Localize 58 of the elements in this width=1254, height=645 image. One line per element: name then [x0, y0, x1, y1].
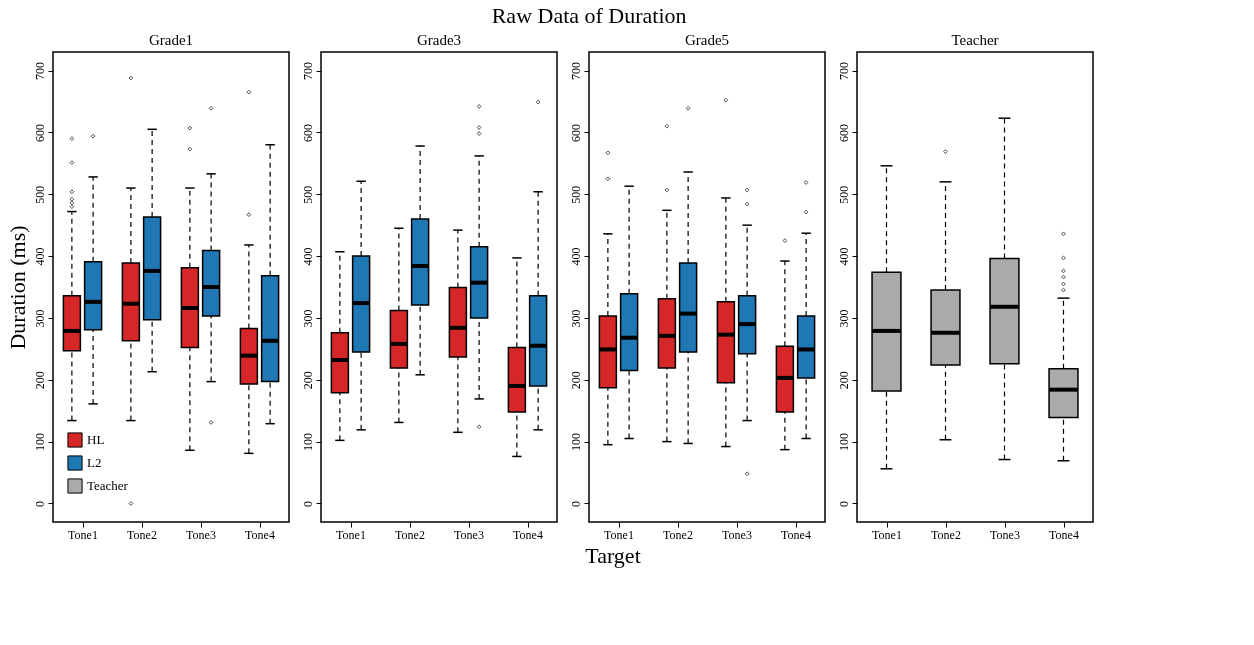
y-tick-label: 600 — [300, 123, 315, 142]
y-tick-label: 400 — [300, 247, 315, 266]
x-tick-label: Tone1 — [872, 527, 902, 542]
chart-title: Grade1 — [148, 32, 194, 48]
y-tick-label: 700 — [32, 62, 47, 81]
y-tick-label: 500 — [836, 185, 851, 204]
y-tick-label: 0 — [300, 500, 315, 507]
y-tick-label: 200 — [836, 371, 851, 390]
y-tick-label: 500 — [300, 185, 315, 204]
y-tick-label: 400 — [32, 247, 47, 266]
y-tick-label: 300 — [568, 309, 583, 328]
chart-title: Grade3 — [416, 32, 462, 48]
y-tick-label: 100 — [836, 433, 851, 452]
y-tick-label: 200 — [32, 371, 47, 390]
x-tick-label: Tone1 — [604, 527, 634, 542]
y-tick-label: 500 — [32, 185, 47, 204]
y-axis-title: Duration (ms) — [4, 225, 30, 350]
text: Target — [585, 543, 641, 568]
y-tick-label: 200 — [568, 371, 583, 390]
y-tick-label: 0 — [568, 500, 583, 507]
y-tick-label: 300 — [836, 309, 851, 328]
legend-label: HL — [87, 432, 105, 447]
y-tick-label: 0 — [836, 500, 851, 507]
legend-label: Teacher — [87, 478, 129, 493]
y-tick-label: 300 — [300, 309, 315, 328]
x-tick-label: Tone1 — [68, 527, 98, 542]
x-tick-label: Tone4 — [245, 527, 275, 542]
x-tick-label: Tone2 — [663, 527, 693, 542]
x-tick-label: Tone4 — [513, 527, 543, 542]
x-tick-label: Tone2 — [931, 527, 961, 542]
y-tick-label: 400 — [568, 247, 583, 266]
y-tick-label: 200 — [300, 371, 315, 390]
y-tick-label: 700 — [568, 62, 583, 81]
y-tick-label: 600 — [836, 123, 851, 142]
y-tick-label: 700 — [836, 62, 851, 81]
x-tick-label: Tone2 — [395, 527, 425, 542]
y-tick-label: 400 — [836, 247, 851, 266]
x-tick-label: Tone3 — [990, 527, 1020, 542]
chart-title: Grade5 — [684, 32, 730, 48]
x-tick-label: Tone3 — [454, 527, 484, 542]
y-tick-label: 700 — [300, 62, 315, 81]
y-tick-label: 300 — [32, 309, 47, 328]
y-tick-label: 100 — [32, 433, 47, 452]
x-tick-label: Tone4 — [1049, 527, 1079, 542]
legend-label: L2 — [87, 455, 102, 470]
y-tick-label: 100 — [300, 433, 315, 452]
y-tick-label: 600 — [32, 123, 47, 142]
y-tick-label: 0 — [32, 500, 47, 507]
x-tick-label: Tone3 — [186, 527, 216, 542]
x-tick-label: Tone2 — [127, 527, 157, 542]
x-tick-label: Tone1 — [336, 527, 366, 542]
chart-title: Teacher — [951, 32, 999, 48]
y-tick-label: 600 — [568, 123, 583, 142]
x-tick-label: Tone4 — [781, 527, 811, 542]
x-tick-label: Tone3 — [722, 527, 752, 542]
y-tick-label: 500 — [568, 185, 583, 204]
y-tick-label: 100 — [568, 433, 583, 452]
text: Raw Data of Duration — [491, 3, 687, 29]
